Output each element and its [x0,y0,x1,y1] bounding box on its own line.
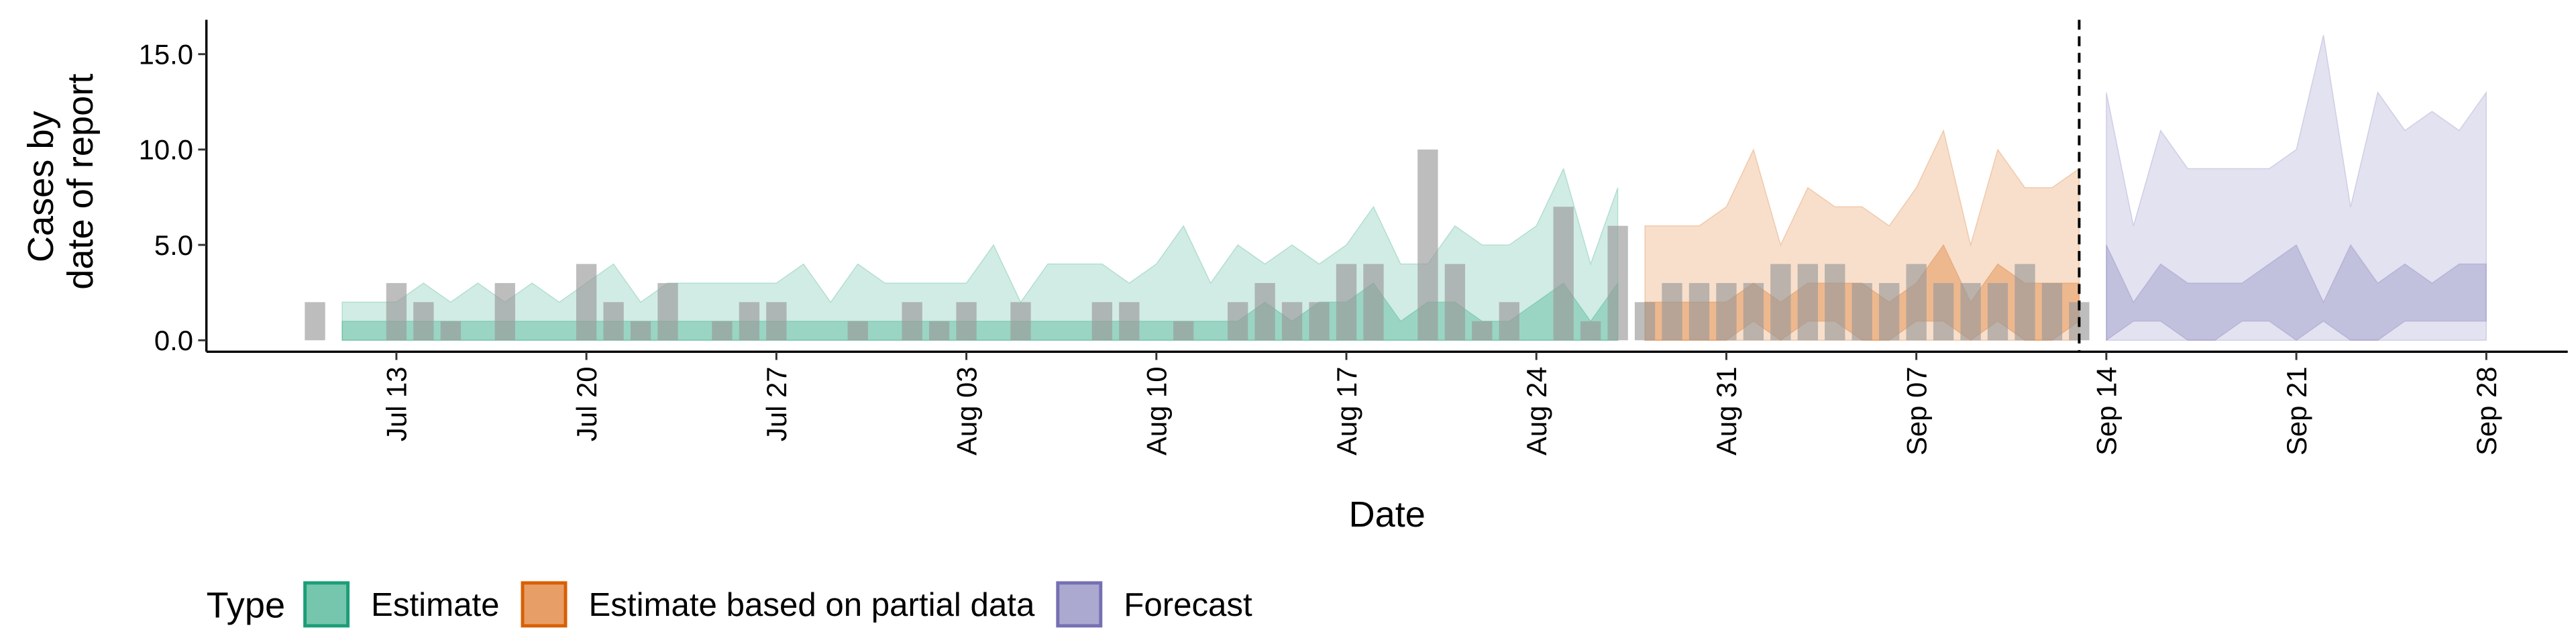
bars [305,149,2090,341]
y-tick-label: 10.0 [139,134,193,166]
bar [928,321,950,341]
axes: 0.0 5.0 10.0 15.0 Jul 13 Jul 20 Jul 27 Aug 03 Au… [139,19,2568,455]
y-axis-title-line: date of report [60,74,101,290]
bar [603,302,624,341]
x-tick-label: Aug 03 [951,366,982,455]
bar [1091,302,1113,341]
x-tick-label: Sep 07 [1900,366,1932,455]
legend-key [521,581,568,628]
bar [630,321,651,341]
bar [1119,302,1140,341]
ribbon [2106,244,2487,341]
bar [712,321,733,341]
bar [1933,282,1954,341]
bar [1254,282,1275,341]
x-tick-label: Jul 13 [381,366,413,441]
bar [1688,282,1710,341]
bar [2015,264,2035,341]
bar [1634,302,1656,341]
bar [2041,282,2063,341]
bar [440,321,462,341]
x-tick-label: Aug 17 [1331,366,1362,455]
bar [847,321,868,341]
legend-title: Type [207,586,285,626]
bar [1553,207,1574,341]
bar [413,302,434,341]
bar [1309,302,1330,341]
bar [1227,302,1248,341]
bar [657,282,678,341]
bar [1743,282,1764,341]
bar [576,264,597,341]
bar [1281,302,1303,341]
bar [1336,264,1357,341]
bar [1444,264,1466,341]
bar [739,302,760,341]
bar [1472,321,1493,341]
bar [1851,282,1872,341]
legend-key [303,581,350,628]
bar [1770,264,1791,341]
legend-label: Estimate based on partial data [588,586,1034,623]
y-tick-label: 5.0 [154,229,193,261]
bar [1960,282,1981,341]
x-tick-label: Sep 21 [2281,366,2312,455]
bar [386,282,407,341]
x-tick-label: Jul 20 [571,366,602,441]
bar [1716,282,1737,341]
bar [1906,264,1927,341]
x-tick-label: Sep 28 [2471,366,2502,455]
bar [305,302,325,341]
legend-key [1056,581,1103,628]
x-tick-label: Aug 24 [1521,366,1552,455]
legend-label: Forecast [1124,586,1252,623]
bar [1879,282,1900,341]
bar [1987,282,2008,341]
bar [1010,302,1031,341]
bar [1825,264,1845,341]
bar [494,282,515,341]
bar [1797,264,1818,341]
y-axis-title: Cases by date of report [21,74,101,290]
y-tick-label: 15.0 [139,38,193,70]
x-tick-label: Aug 10 [1141,366,1173,455]
x-tick-label: Jul 27 [761,366,792,441]
bar [902,302,922,341]
bar [1173,321,1194,341]
bar [1580,321,1601,341]
y-axis-title-line: Cases by [21,111,61,262]
x-tick-label: Sep 14 [2091,366,2123,455]
bar [1607,225,1628,341]
legend: Type Estimate Estimate based on partial da… [207,581,1252,628]
bar [1363,264,1384,341]
bar [1662,282,1682,341]
legend-label: Estimate [371,586,499,623]
x-tick-label: Aug 31 [1711,366,1742,455]
x-axis-title: Date [1349,494,1426,535]
bar [956,302,977,341]
bar [766,302,787,341]
ribbon [2106,35,2487,341]
bar [1417,149,1438,341]
y-tick-label: 0.0 [154,325,193,356]
bar [1499,302,1519,341]
